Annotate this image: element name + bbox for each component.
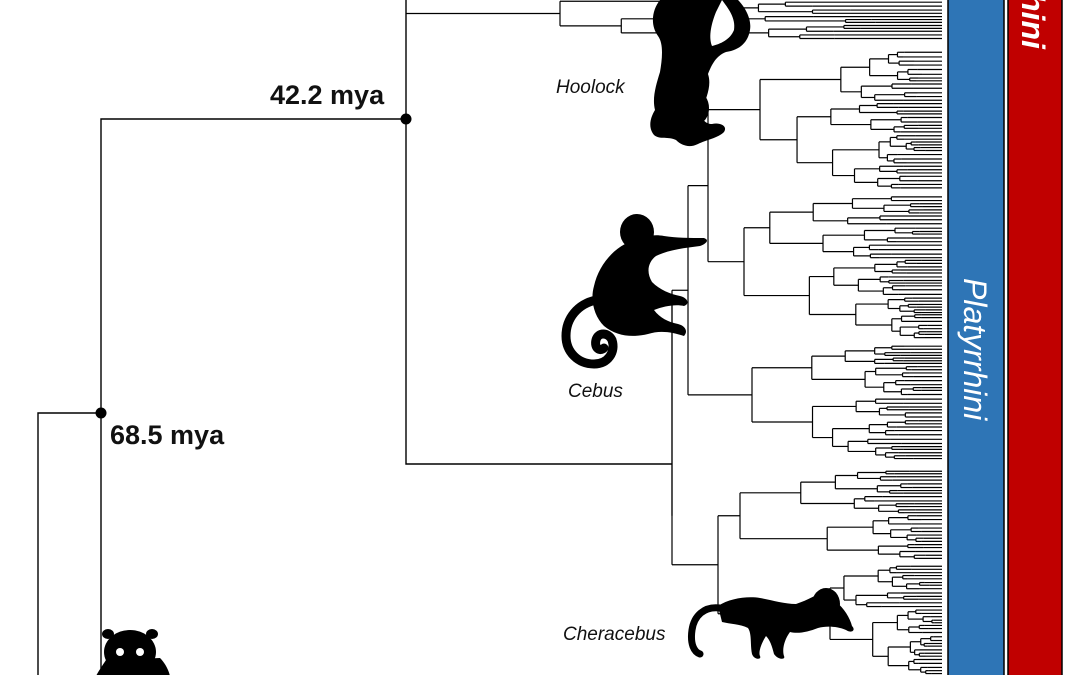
node-marker-a xyxy=(400,113,412,125)
clade-label-catarrhini: hini xyxy=(1015,0,1051,50)
clade-bar-platyrrhini: Platyrrhini xyxy=(947,0,1005,675)
node-marker-b xyxy=(95,407,107,419)
gibbon-silhouette-icon xyxy=(650,0,751,147)
genus-label-cheracebus: Cheracebus xyxy=(563,624,666,645)
tree-tip-branches xyxy=(406,0,942,675)
capuchin-silhouette-icon xyxy=(561,214,707,369)
titi-monkey-silhouette-icon xyxy=(688,588,854,659)
clade-label-platyrrhini: Platyrrhini xyxy=(957,278,993,421)
genus-label-cebus: Cebus xyxy=(568,381,623,402)
node-age-label-b: 68.5 mya xyxy=(110,420,225,450)
clade-bar-catarrhini: hini xyxy=(1007,0,1063,675)
node-age-label-a: 42.2 mya xyxy=(270,80,385,110)
genus-label-hoolock: Hoolock xyxy=(556,77,626,98)
tree-backbone xyxy=(37,0,672,675)
tarsier-silhouette-icon xyxy=(96,629,170,675)
